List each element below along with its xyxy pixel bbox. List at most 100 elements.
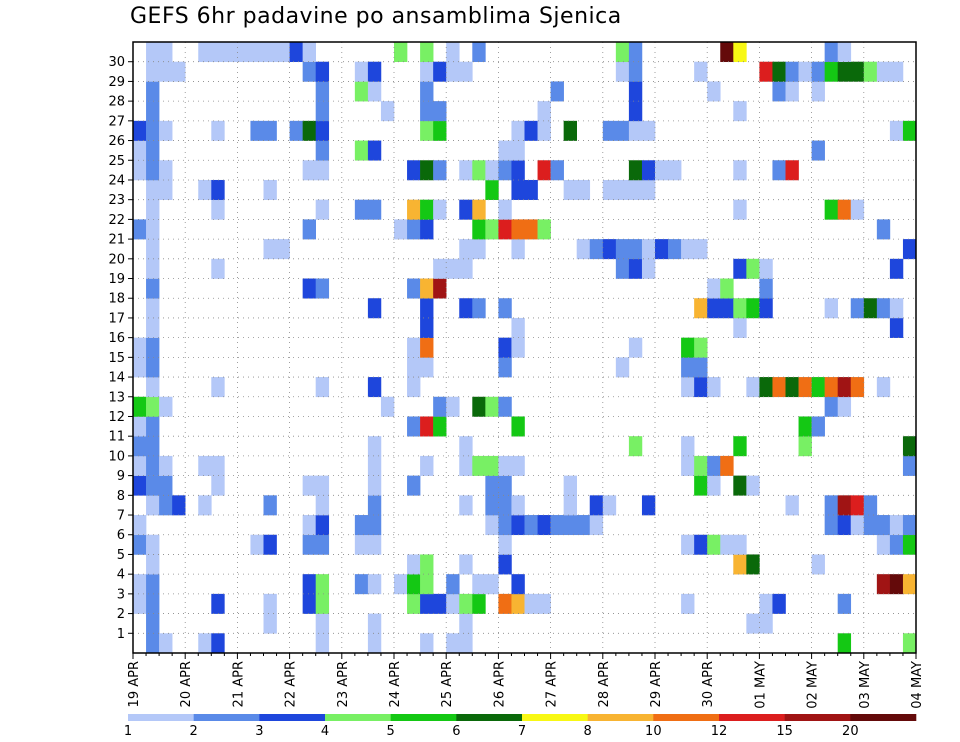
heatmap-cell <box>420 81 434 102</box>
heatmap-cell <box>733 317 747 338</box>
x-tick-label: 26 APR <box>492 661 507 707</box>
heatmap-cell <box>628 61 643 82</box>
heatmap-cell <box>354 61 369 82</box>
heatmap-cell <box>863 515 891 536</box>
heatmap-cell <box>694 475 708 496</box>
legend-swatch <box>193 714 260 721</box>
heatmap-cell <box>459 239 486 260</box>
heatmap-cell <box>367 613 382 634</box>
heatmap-cell <box>407 337 421 358</box>
heatmap-cell <box>498 455 525 476</box>
heatmap-cell <box>433 396 447 417</box>
legend-label: 15 <box>776 724 793 739</box>
heatmap-cell <box>837 495 852 516</box>
heatmap-cell <box>315 495 330 516</box>
heatmap-cell <box>146 593 160 614</box>
heatmap-cell <box>407 160 421 181</box>
heatmap-cell <box>146 357 160 378</box>
heatmap-cell <box>811 377 825 398</box>
heatmap-cell <box>146 298 160 319</box>
heatmap-cell <box>511 515 525 536</box>
heatmap-cell <box>511 593 525 614</box>
heatmap-cell <box>863 495 878 516</box>
heatmap-cell <box>511 239 525 260</box>
heatmap-cell <box>198 495 212 516</box>
y-tick-label: 13 <box>108 390 125 405</box>
y-tick-label: 4 <box>117 568 125 583</box>
heatmap-cell <box>367 475 382 496</box>
heatmap-cell <box>720 455 734 476</box>
heatmap-cell <box>602 179 656 200</box>
heatmap-cell <box>146 495 160 516</box>
heatmap-cell <box>850 495 865 516</box>
heatmap-cell <box>785 81 799 102</box>
legend-label: 5 <box>387 724 395 739</box>
heatmap-cell <box>146 633 160 654</box>
heatmap-cell <box>824 495 838 516</box>
heatmap-cell <box>589 239 604 260</box>
heatmap-cell <box>615 61 630 82</box>
heatmap-cell <box>889 515 904 536</box>
heatmap-cell <box>498 515 512 536</box>
heatmap-cell <box>837 42 852 63</box>
heatmap-cell <box>133 534 147 555</box>
heatmap-cell <box>211 258 225 279</box>
heatmap-cell <box>863 61 878 82</box>
y-tick-label: 19 <box>108 272 125 287</box>
heatmap-cell <box>433 160 447 181</box>
heatmap-cell <box>420 278 434 299</box>
heatmap-cell <box>433 199 447 220</box>
heatmap-cell <box>420 455 434 476</box>
heatmap-cell <box>498 337 512 358</box>
heatmap-cell <box>602 495 617 516</box>
heatmap-cell <box>733 199 747 220</box>
heatmap-cell <box>420 574 434 595</box>
heatmap-cell <box>837 593 852 614</box>
heatmap-cell <box>563 179 591 200</box>
heatmap-cell <box>850 515 865 536</box>
heatmap-cell <box>315 593 330 614</box>
heatmap-cell <box>472 42 486 63</box>
heatmap-cell <box>576 515 591 536</box>
heatmap-cell <box>550 160 564 181</box>
heatmap-cell <box>133 219 147 240</box>
heatmap-cell <box>146 258 160 279</box>
heatmap-cell <box>420 120 434 141</box>
heatmap-cell <box>537 120 551 141</box>
legend-label: 4 <box>321 724 329 739</box>
heatmap-cell <box>315 61 330 82</box>
heatmap-cell <box>146 416 160 437</box>
y-tick-label: 15 <box>108 351 125 366</box>
heatmap-cell <box>889 298 904 319</box>
heatmap-cell <box>628 81 643 102</box>
heatmap-cell <box>902 633 917 654</box>
heatmap-cell <box>146 554 160 575</box>
heatmap-cell <box>694 377 708 398</box>
heatmap-cell <box>146 613 160 634</box>
heatmap-cell <box>146 199 160 220</box>
heatmap-cell <box>694 534 708 555</box>
heatmap-cell <box>315 515 330 536</box>
heatmap-cell <box>133 574 147 595</box>
heatmap-cell <box>315 101 330 122</box>
heatmap-cell <box>615 239 643 260</box>
heatmap-cell <box>380 396 395 417</box>
heatmap-cell <box>707 278 721 299</box>
heatmap-cell <box>563 120 577 141</box>
heatmap-cell <box>902 120 917 141</box>
heatmap-cell <box>302 120 316 141</box>
heatmap-cell <box>159 160 173 181</box>
heatmap-cell <box>511 495 525 516</box>
heatmap-cell <box>289 120 303 141</box>
heatmap-cell <box>315 120 330 141</box>
heatmap-cell <box>498 199 512 220</box>
heatmap-cell <box>902 436 917 457</box>
heatmap-cell <box>146 455 160 476</box>
heatmap-cell <box>198 633 212 654</box>
heatmap-cell <box>733 160 747 181</box>
heatmap-cell <box>420 219 434 240</box>
heatmap-cell <box>589 495 604 516</box>
heatmap-cell <box>146 377 160 398</box>
x-tick-label: 02 MAY <box>806 661 821 709</box>
heatmap-cell <box>485 160 499 181</box>
